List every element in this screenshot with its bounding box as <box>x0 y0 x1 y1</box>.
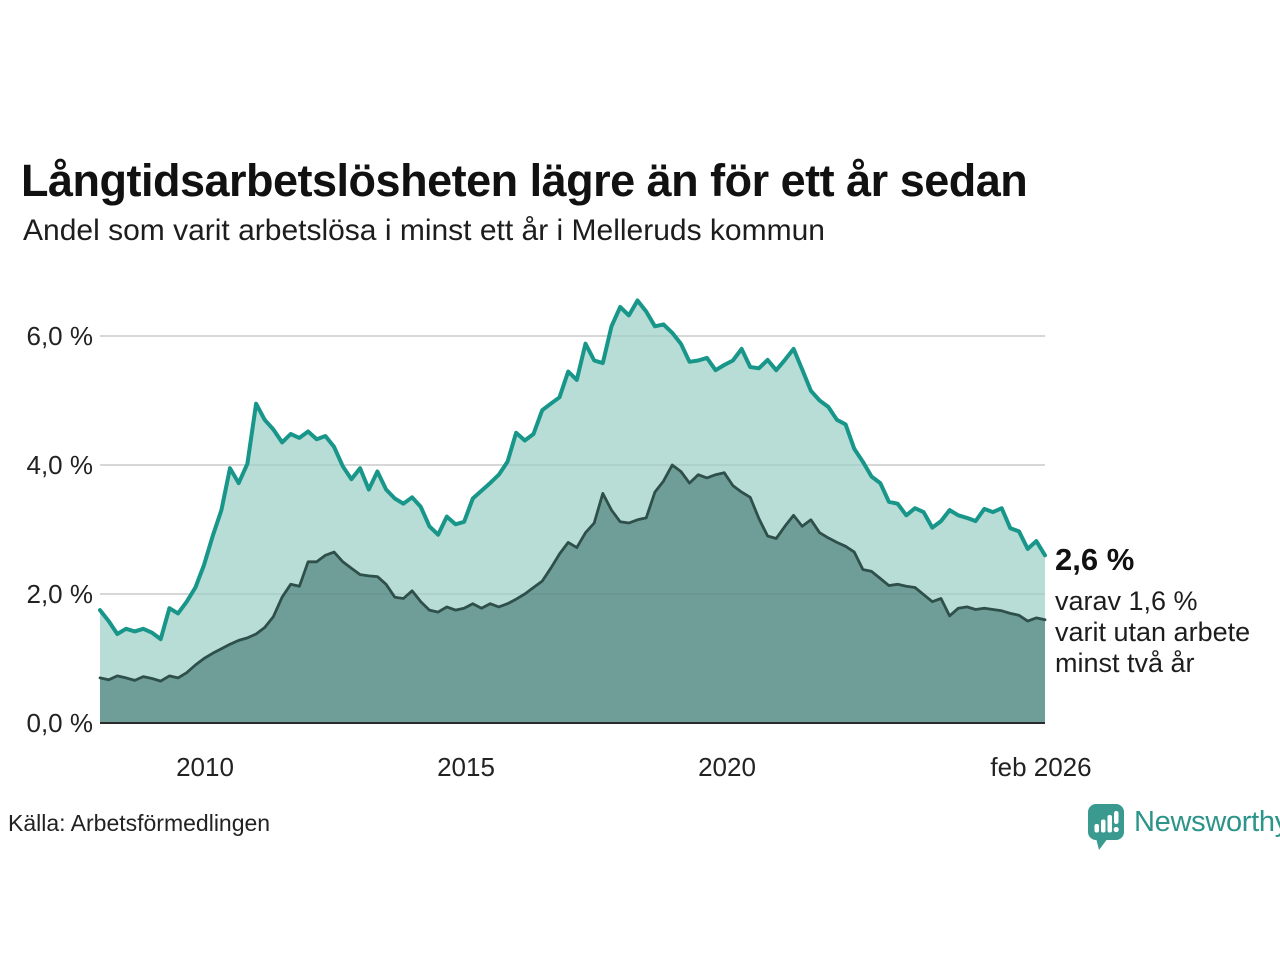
source-attribution: Källa: Arbetsförmedlingen <box>8 810 271 836</box>
end-annotation-value: 2,6 % <box>1055 542 1135 577</box>
end-annotation-detail: varav 1,6 % varit utan arbete minst två … <box>1055 586 1251 678</box>
y-tick-label: 0,0 % <box>26 708 94 738</box>
line-2yr <box>98 463 1047 683</box>
newsworthy-logo: Newsworthy <box>1087 803 1280 851</box>
x-tick-label: 2010 <box>176 752 234 782</box>
y-tick-label: 2,0 % <box>26 579 94 609</box>
x-tick-label: 2020 <box>698 752 756 782</box>
line-1yr <box>98 298 1047 642</box>
y-tick-label: 6,0 % <box>26 321 94 351</box>
newsworthy-logo-icon <box>1088 804 1124 850</box>
area-2yr <box>100 465 1045 723</box>
newsworthy-logo-text: Newsworthy <box>1134 806 1280 838</box>
chart-subtitle: Andel som varit arbetslösa i minst ett å… <box>23 214 825 247</box>
x-tick-label: 2015 <box>437 752 495 782</box>
y-tick-label: 4,0 % <box>26 450 94 480</box>
page-title: Långtidsarbetslösheten lägre än för ett … <box>21 155 1028 207</box>
x-tick-label: feb 2026 <box>990 752 1092 782</box>
